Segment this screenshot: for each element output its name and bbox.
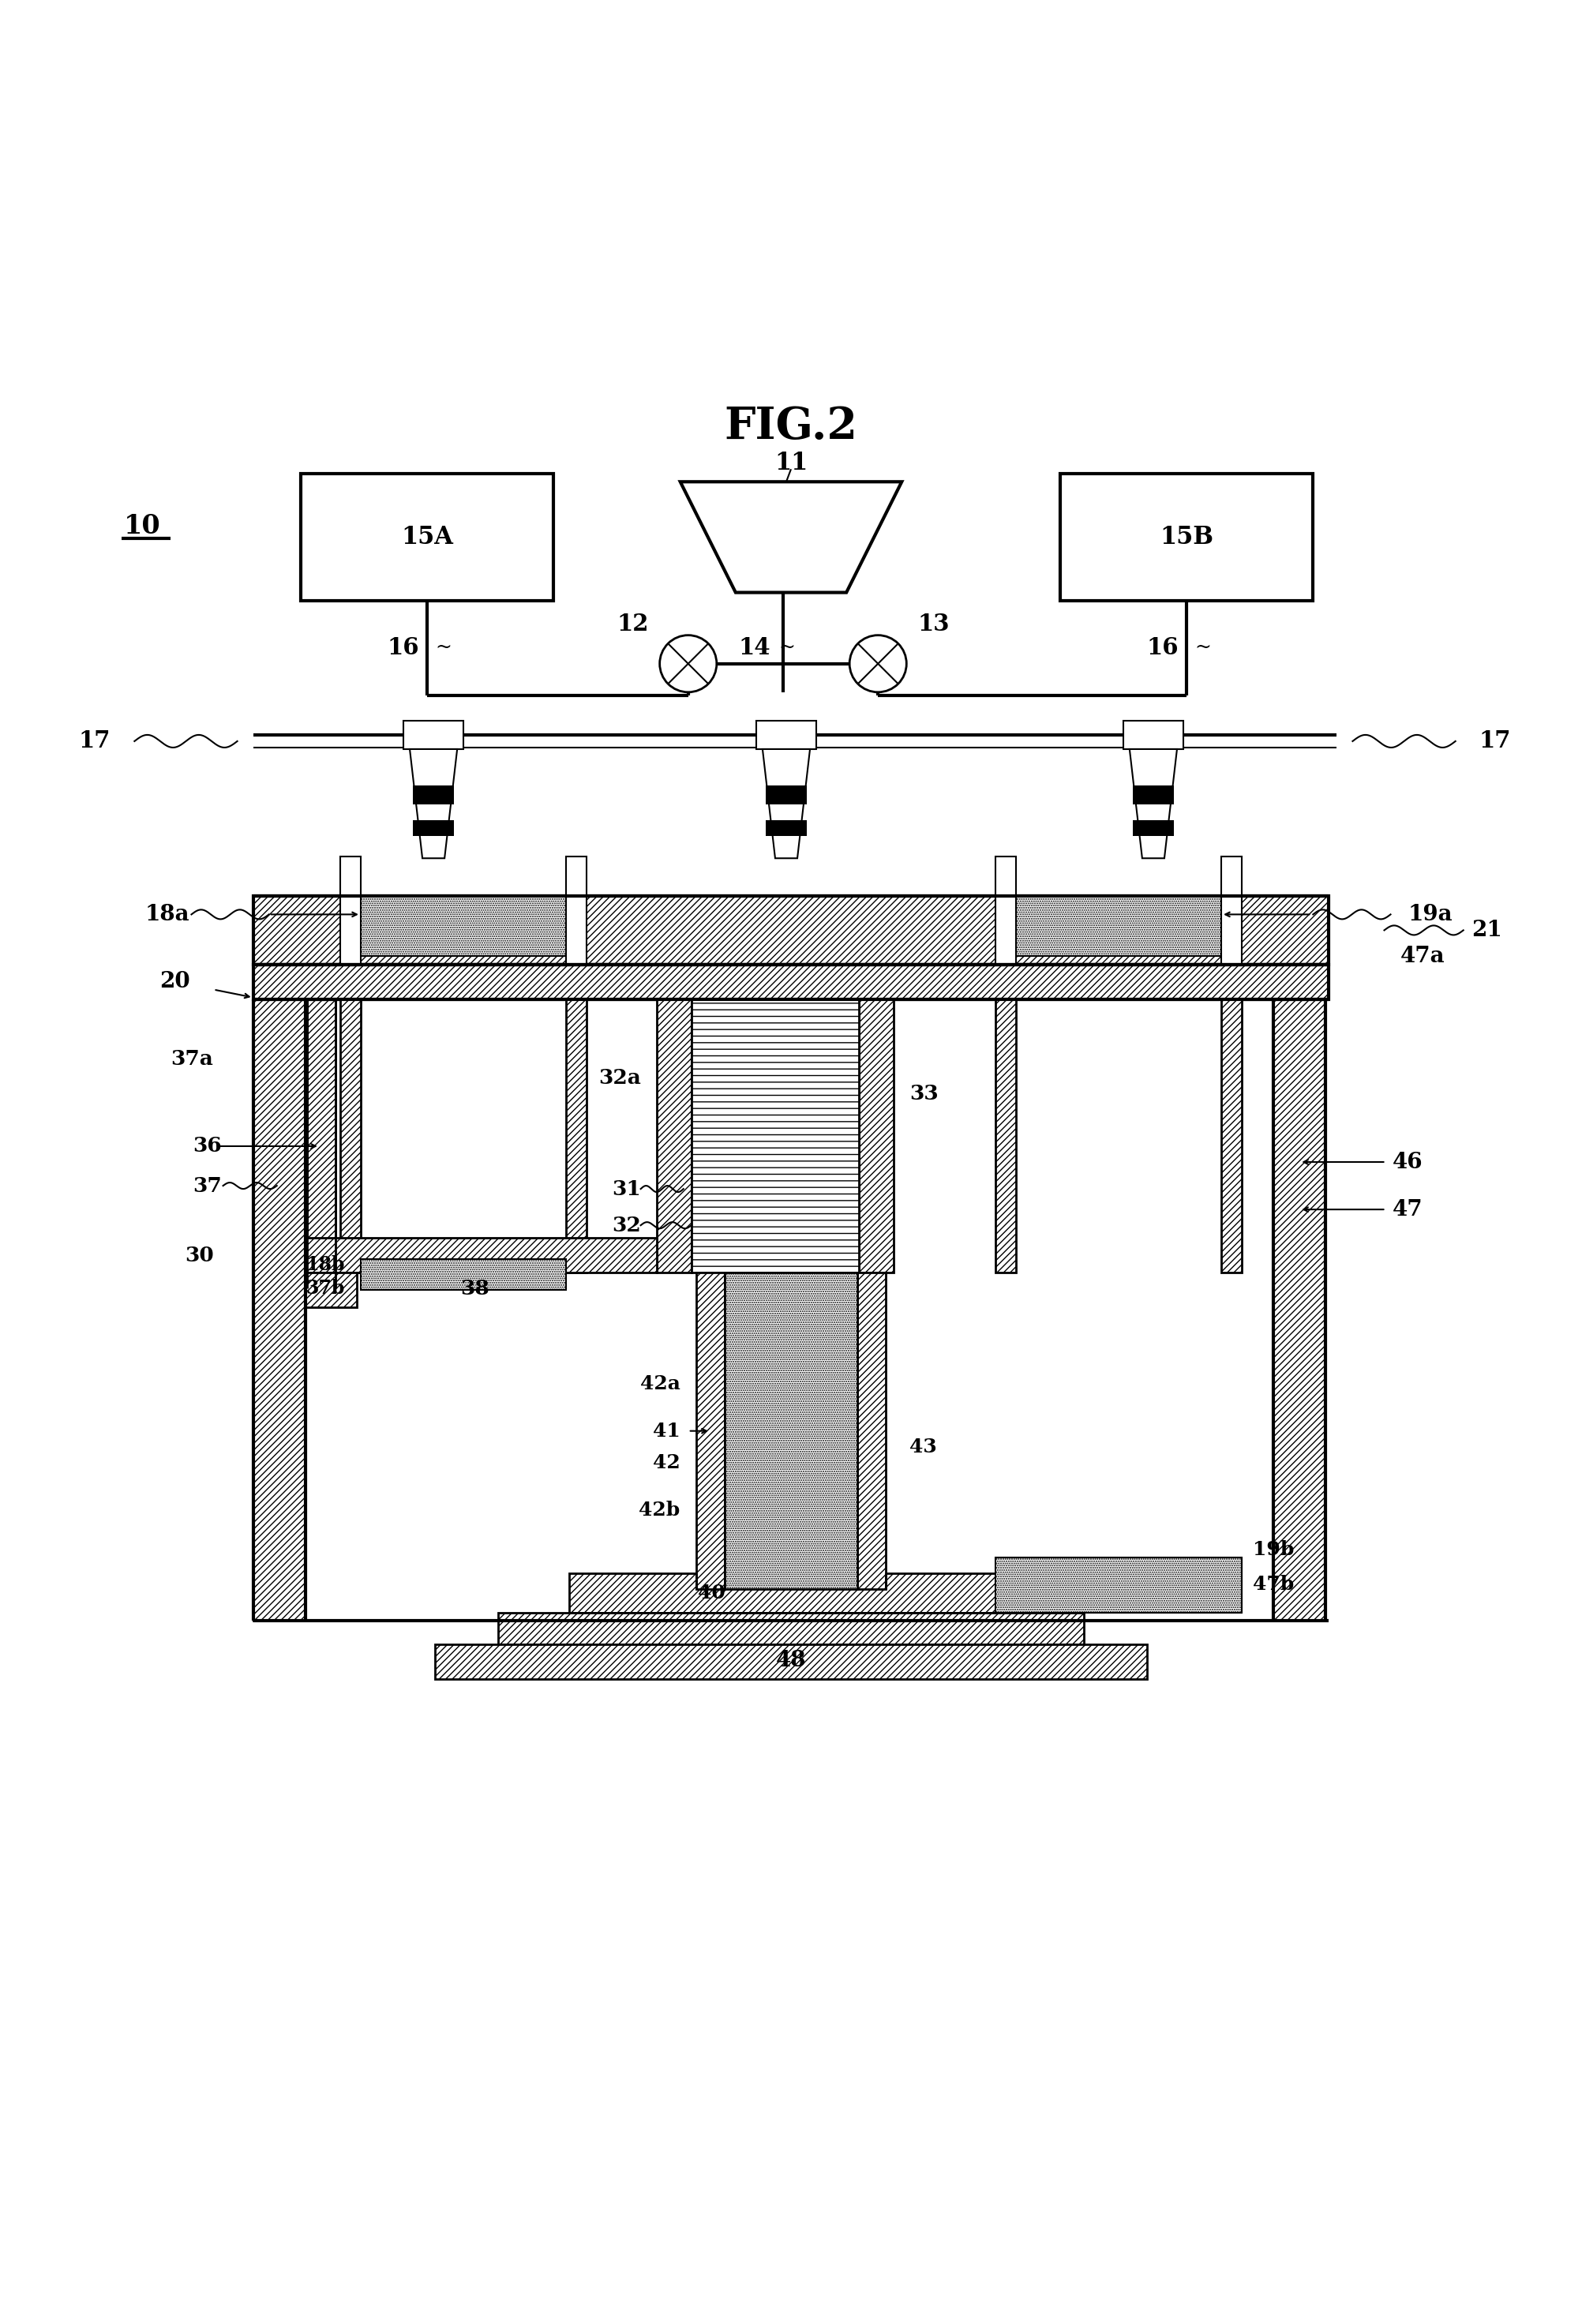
Bar: [857, 1274, 886, 1590]
Bar: [995, 999, 1016, 1274]
Bar: [307, 999, 335, 1287]
Bar: [253, 964, 1329, 999]
Bar: [1133, 820, 1174, 837]
Bar: [498, 1613, 1084, 1645]
Bar: [253, 897, 1329, 964]
Bar: [340, 858, 361, 964]
Bar: [305, 1239, 657, 1274]
Text: 37b: 37b: [305, 1278, 345, 1299]
Bar: [766, 820, 807, 837]
Bar: [756, 720, 816, 748]
Bar: [413, 786, 454, 804]
Text: 38: 38: [460, 1278, 489, 1299]
Bar: [1274, 999, 1326, 1620]
Text: 42: 42: [653, 1452, 680, 1471]
Bar: [435, 1645, 1147, 1680]
Bar: [566, 858, 587, 964]
Polygon shape: [1130, 748, 1177, 858]
Bar: [766, 786, 807, 804]
Text: 17: 17: [79, 730, 111, 753]
Bar: [361, 897, 566, 957]
Text: 10: 10: [123, 514, 161, 539]
Text: 14: 14: [739, 637, 770, 660]
Bar: [1221, 858, 1242, 964]
Bar: [253, 999, 305, 1620]
Text: 18a: 18a: [146, 904, 190, 925]
Text: 19b: 19b: [1253, 1541, 1294, 1559]
Text: ~: ~: [435, 639, 451, 658]
Bar: [301, 474, 554, 600]
Bar: [995, 858, 1016, 964]
Text: 36: 36: [193, 1136, 221, 1155]
Text: 47b: 47b: [1253, 1576, 1294, 1594]
Text: 47: 47: [1392, 1199, 1422, 1220]
Bar: [413, 820, 454, 837]
Bar: [696, 1274, 725, 1590]
Text: 19a: 19a: [1408, 904, 1452, 925]
Text: 46: 46: [1392, 1150, 1422, 1174]
Text: 16: 16: [1147, 637, 1179, 660]
Text: 15B: 15B: [1160, 525, 1213, 548]
Text: 47a: 47a: [1400, 946, 1444, 967]
Text: 37: 37: [193, 1176, 221, 1195]
Polygon shape: [410, 748, 457, 858]
Text: 12: 12: [617, 614, 649, 634]
Bar: [1060, 474, 1313, 600]
Polygon shape: [763, 748, 810, 858]
Text: FIG.2: FIG.2: [725, 404, 857, 449]
Bar: [305, 1274, 356, 1308]
Bar: [566, 999, 587, 1274]
Text: 20: 20: [160, 971, 190, 992]
Bar: [859, 999, 894, 1274]
Bar: [1221, 999, 1242, 1274]
Text: 48: 48: [775, 1650, 807, 1671]
Text: ~: ~: [778, 639, 794, 658]
Text: 17: 17: [1479, 730, 1511, 753]
Bar: [1123, 720, 1183, 748]
Text: 41: 41: [653, 1422, 680, 1441]
Text: 42a: 42a: [641, 1373, 680, 1392]
Bar: [570, 1573, 1012, 1613]
Bar: [995, 1557, 1242, 1613]
Text: 13: 13: [918, 614, 949, 634]
Bar: [657, 999, 691, 1274]
Circle shape: [660, 634, 717, 693]
Text: 33: 33: [910, 1083, 938, 1104]
Text: 11: 11: [774, 451, 808, 474]
Text: 15A: 15A: [402, 525, 452, 548]
Text: 18b: 18b: [305, 1255, 345, 1274]
Bar: [725, 1274, 857, 1590]
Text: 21: 21: [1471, 920, 1501, 941]
Text: 31: 31: [612, 1178, 641, 1199]
Text: 43: 43: [910, 1436, 937, 1457]
Circle shape: [850, 634, 906, 693]
Text: 32a: 32a: [598, 1069, 641, 1088]
Text: ~: ~: [1194, 639, 1210, 658]
Bar: [403, 720, 464, 748]
Text: 37a: 37a: [171, 1050, 214, 1069]
Bar: [1133, 786, 1174, 804]
Bar: [340, 999, 361, 1274]
Text: 30: 30: [185, 1246, 214, 1264]
Polygon shape: [680, 481, 902, 593]
Text: 32: 32: [612, 1215, 641, 1234]
Text: 16: 16: [388, 637, 419, 660]
Bar: [691, 999, 859, 1274]
Text: 40: 40: [698, 1583, 726, 1604]
Bar: [1016, 897, 1221, 957]
Bar: [361, 1260, 566, 1290]
Text: 42b: 42b: [639, 1501, 680, 1520]
